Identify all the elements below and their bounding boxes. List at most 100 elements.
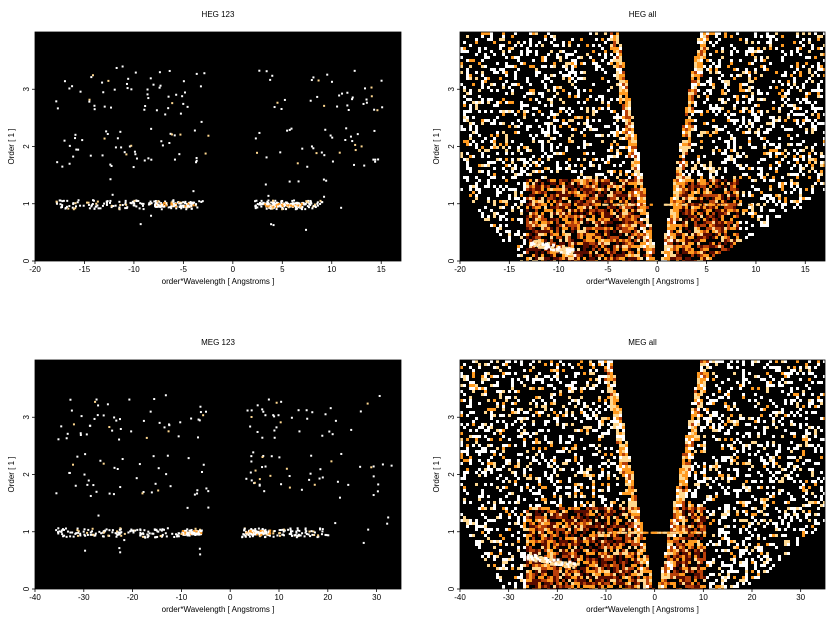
heatmap-cell	[589, 191, 592, 194]
heatmap-cell	[814, 107, 817, 110]
heatmap-cell	[92, 534, 94, 536]
heatmap-cell	[296, 536, 298, 538]
heatmap-cell	[685, 227, 688, 230]
heatmap-cell	[523, 41, 526, 44]
heatmap-cell	[649, 236, 652, 239]
heatmap-cell	[487, 155, 490, 158]
heatmap-cell	[691, 191, 694, 194]
heatmap-cell	[589, 254, 592, 257]
heatmap-cell	[700, 366, 703, 369]
heatmap-cell	[718, 233, 721, 236]
heatmap-cell	[141, 492, 143, 494]
x-axis-label: order*Wavelength [ Angstroms ]	[162, 605, 275, 614]
heatmap-cell	[808, 101, 811, 104]
heatmap-cell	[736, 194, 739, 197]
heatmap-cell	[640, 200, 643, 203]
heatmap-cell	[805, 110, 808, 113]
heatmap-cell	[517, 110, 520, 113]
heatmap-cell	[571, 140, 574, 143]
heatmap-cell	[69, 145, 71, 147]
y-tick-label: 2	[22, 472, 31, 477]
heatmap-cell	[607, 197, 610, 200]
heatmap-cell	[165, 394, 167, 396]
heatmap-cell	[550, 206, 553, 209]
heatmap-cell	[556, 170, 559, 173]
heatmap-cell	[257, 531, 259, 533]
heatmap-cell	[697, 245, 700, 248]
heatmap-cell	[691, 179, 694, 182]
heatmap-cell	[544, 233, 547, 236]
heatmap-cell	[159, 422, 161, 424]
heatmap-cell	[544, 191, 547, 194]
heatmap-cell	[598, 254, 601, 257]
heatmap-cell	[805, 131, 808, 134]
heatmap-cell	[750, 204, 753, 206]
heatmap-cell	[553, 260, 556, 263]
heatmap-cell	[526, 161, 529, 164]
heatmap-cell	[712, 170, 715, 173]
heatmap-cell	[820, 107, 823, 110]
heatmap-cell	[622, 146, 625, 149]
heatmap-cell	[712, 149, 715, 152]
heatmap-cell	[733, 176, 736, 179]
heatmap-cell	[487, 38, 490, 41]
heatmap-cell	[363, 103, 365, 105]
heatmap-cell	[323, 154, 325, 156]
heatmap-cell	[556, 366, 559, 369]
heatmap-cell	[628, 131, 631, 134]
heatmap-cell	[706, 254, 709, 257]
heatmap-cell	[499, 191, 502, 194]
heatmap-cell	[538, 230, 541, 233]
heatmap-cell	[538, 101, 541, 104]
heatmap-cell	[721, 215, 724, 218]
heatmap-cell	[592, 209, 595, 212]
heatmap-cell	[712, 83, 715, 86]
heatmap-cell	[481, 119, 484, 122]
heatmap-cell	[697, 381, 700, 384]
heatmap-cell	[805, 197, 808, 200]
heatmap-cell	[601, 107, 604, 110]
heatmap-cell	[694, 65, 697, 68]
heatmap-cell	[496, 191, 499, 194]
heatmap-cell	[616, 56, 619, 59]
heatmap-cell	[484, 206, 487, 209]
heatmap-cell	[697, 384, 700, 387]
heatmap-cell	[535, 375, 538, 378]
heatmap-cell	[586, 218, 589, 221]
heatmap-cell	[472, 384, 475, 387]
heatmap-cell	[619, 95, 622, 98]
heatmap-cell	[700, 245, 703, 248]
heatmap-cell	[130, 145, 132, 147]
heatmap-cell	[607, 248, 610, 251]
heatmap-cell	[676, 215, 679, 218]
heatmap-cell	[610, 378, 613, 381]
heatmap-cell	[718, 71, 721, 74]
heatmap-cell	[823, 68, 826, 71]
heatmap-cell	[187, 106, 189, 108]
heatmap-cell	[715, 230, 718, 233]
heatmap-cell	[697, 260, 700, 263]
heatmap-cell	[691, 254, 694, 257]
heatmap-cell	[535, 164, 538, 167]
heatmap-cell	[820, 89, 823, 92]
heatmap-cell	[168, 424, 170, 426]
heatmap-cell	[541, 191, 544, 194]
heatmap-cell	[79, 533, 81, 535]
heatmap-cell	[487, 164, 490, 167]
heatmap-cell	[646, 206, 649, 209]
heatmap-cell	[802, 113, 805, 116]
heatmap-cell	[739, 200, 742, 203]
heatmap-cell	[781, 188, 784, 191]
heatmap-cell	[490, 146, 493, 149]
heatmap-cell	[529, 173, 532, 176]
heatmap-cell	[622, 107, 625, 110]
heatmap-cell	[556, 164, 559, 167]
heatmap-cell	[538, 92, 541, 95]
heatmap-cell	[772, 197, 775, 200]
heatmap-cell	[634, 194, 637, 197]
heatmap-cell	[523, 164, 526, 167]
heatmap-cell	[634, 218, 637, 221]
heatmap-cell	[55, 492, 57, 494]
heatmap-cell	[634, 161, 637, 164]
heatmap-cell	[733, 239, 736, 242]
